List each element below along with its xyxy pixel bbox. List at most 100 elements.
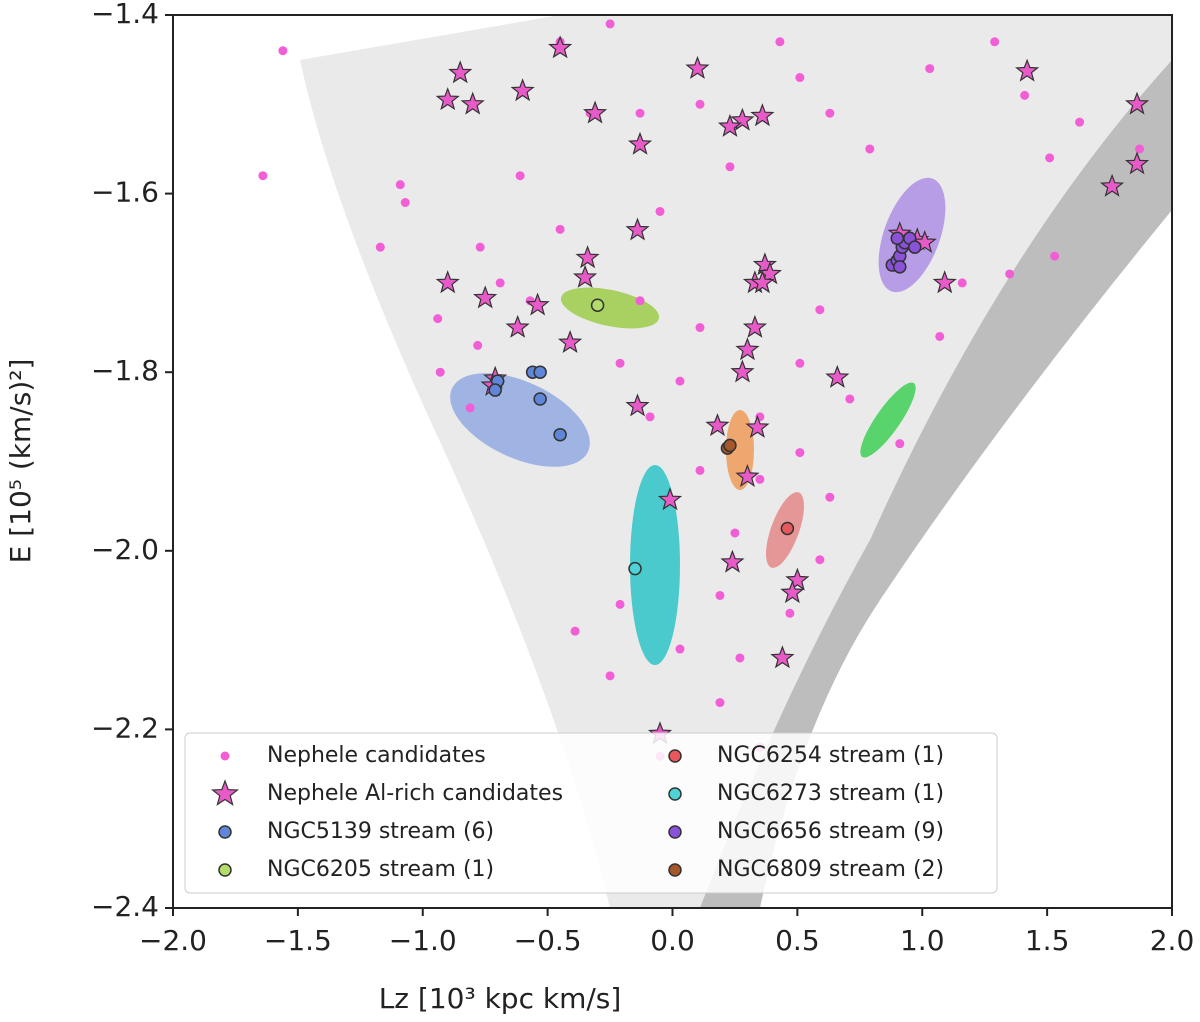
dot-marker (635, 296, 645, 306)
dot-marker (675, 644, 685, 654)
star-marker (510, 78, 535, 102)
dot-marker (925, 64, 935, 74)
dot-marker (465, 403, 475, 413)
dot-marker (815, 305, 825, 315)
star-marker (448, 60, 473, 84)
star-marker (730, 359, 755, 383)
star-marker (730, 107, 755, 131)
dot-marker (655, 206, 665, 216)
star-marker (745, 414, 770, 438)
dot-marker (735, 653, 745, 663)
points (258, 19, 1150, 761)
circle-marker (668, 787, 682, 801)
dot-marker (775, 37, 785, 47)
dot-marker (570, 626, 580, 636)
circle-marker (628, 561, 642, 576)
x-tick-label: 0.5 (775, 924, 820, 957)
dot-marker (725, 162, 735, 172)
dot-marker (730, 528, 740, 538)
dot-marker (1045, 153, 1055, 163)
x-tick-label: −1.0 (389, 924, 457, 957)
y-tick-label: −1.8 (91, 354, 159, 387)
circle-marker (590, 298, 605, 312)
dot-marker (1075, 117, 1085, 127)
legend-box (184, 732, 998, 894)
x-tick-label: −0.5 (514, 924, 582, 957)
dot-marker (605, 671, 615, 681)
star-marker (735, 463, 760, 487)
circle-marker (890, 231, 905, 245)
circle-marker (908, 240, 922, 254)
y-tick-label: −1.6 (91, 176, 159, 209)
star-marker (582, 100, 608, 124)
star-marker (625, 393, 650, 417)
legend-label: NGC6205 stream (1) (267, 857, 494, 882)
y-tick-label: −2.4 (91, 890, 159, 923)
circle-marker (668, 863, 682, 877)
dot-marker (615, 599, 625, 609)
star-marker (742, 314, 768, 338)
circle-marker (668, 825, 682, 839)
circle-marker (218, 825, 232, 839)
dot-marker (475, 242, 485, 252)
dot-marker (495, 278, 505, 288)
star-marker (757, 261, 783, 285)
dot-marker (895, 439, 905, 449)
x-tick-label: 2.0 (1150, 924, 1195, 957)
star-marker (435, 270, 460, 294)
star-marker (1015, 58, 1040, 82)
gray-band (700, 60, 1172, 908)
y-tick-label: −2.0 (91, 533, 159, 566)
circle-marker (533, 365, 547, 379)
star-marker (825, 364, 850, 388)
star-marker (720, 549, 745, 573)
x-tick-label: 1.5 (1025, 924, 1070, 957)
dot-marker (433, 314, 443, 324)
star-marker (625, 217, 650, 241)
dot-marker (605, 19, 615, 29)
dot-marker (645, 412, 655, 422)
star-marker (210, 779, 240, 806)
star-marker (770, 645, 795, 669)
dot-marker (635, 108, 645, 118)
dot-marker (400, 198, 410, 208)
dot-marker (825, 108, 835, 118)
star-marker (557, 329, 583, 353)
legend-label: NGC6254 stream (1) (717, 743, 944, 768)
star-marker (717, 113, 743, 137)
dot-marker (675, 376, 685, 386)
dot-marker (865, 144, 875, 154)
star-marker (780, 580, 805, 604)
star-marker (705, 413, 730, 437)
y-axis-label: E [10⁵ (km/s)²] (4, 359, 37, 564)
dot-marker (695, 465, 705, 475)
dot-marker (715, 590, 725, 600)
dot-marker (515, 171, 525, 181)
circle-marker (668, 749, 682, 763)
star-marker (685, 55, 710, 79)
dot-marker (1050, 251, 1060, 261)
dot-marker (555, 224, 565, 234)
star-marker (932, 270, 957, 294)
dot-marker (795, 448, 805, 458)
dot-marker (785, 608, 795, 618)
dot-marker (278, 46, 288, 56)
y-tick-label: −2.2 (91, 711, 159, 744)
circle-marker (893, 260, 907, 274)
star-marker (548, 35, 573, 59)
circle-marker (553, 427, 567, 442)
x-tick-label: 1.0 (900, 924, 945, 957)
star-marker (460, 91, 485, 115)
dot-marker (795, 358, 805, 368)
blob-green (860, 382, 916, 458)
star-marker (627, 131, 653, 155)
dot-marker (795, 73, 805, 83)
dot-marker (990, 37, 1000, 47)
dot-marker (395, 180, 405, 190)
x-axis-label: Lz [10³ kpc km/s] (379, 982, 622, 1015)
star-marker (912, 229, 937, 254)
circle-marker (780, 521, 795, 536)
dot-marker (825, 492, 835, 502)
legend-label: NGC5139 stream (6) (267, 819, 494, 844)
